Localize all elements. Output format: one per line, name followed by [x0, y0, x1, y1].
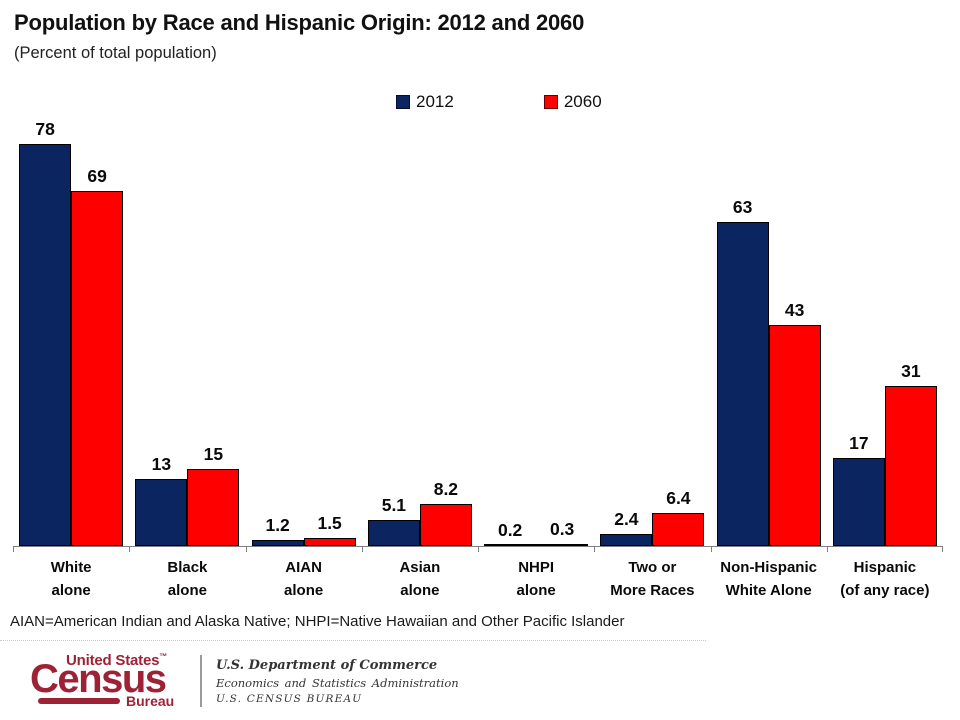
footer-text: U.S. Department of Commerce Economics an… [216, 658, 459, 705]
footer-separator [200, 655, 202, 707]
legend-item-2060: 2060 [543, 92, 602, 112]
category-label-hispanic-of-any-race-: Hispanic (of any race) [840, 559, 930, 599]
category-label-non-hispanic-white-alone: Non-Hispanic White Alone [720, 559, 817, 599]
bar-2012-nhpi-alone [484, 544, 537, 546]
footer-divider [0, 640, 706, 641]
axis-tick [478, 547, 479, 552]
axis-tick [245, 547, 247, 552]
bar-value-label-2012-0: 78 [35, 119, 55, 140]
bar-2060-hispanic-of-any-race- [884, 386, 937, 546]
category-label-aian-alone: AIAN alone [284, 559, 324, 599]
census-bureau-logo: United States™ Census Bureau [30, 652, 190, 710]
category-labels: White alone Black alone AIAN alone Asian alone N… [13, 557, 943, 602]
logo-underline-bar [38, 698, 120, 704]
bar-2012-black-alone [135, 479, 188, 546]
bar-2060-black-alone [187, 468, 240, 546]
footnote: AIAN=American Indian and Alaska Native; … [10, 613, 625, 630]
legend-label-2060: 2060 [563, 92, 602, 111]
logo-bureau: Bureau [126, 693, 175, 709]
bar-2012-aian-alone [251, 539, 304, 546]
bar-2012-non-hispanic-white-alone [716, 221, 769, 546]
page-subtitle: (Percent of total population) [14, 44, 217, 62]
bar-2012-hispanic-of-any-race- [832, 458, 885, 546]
bar-value-label-2060-6: 43 [784, 299, 805, 320]
bar-2060-asian-alone [419, 503, 472, 546]
axis-tick [13, 547, 14, 552]
bar-value-label-2060-1: 15 [203, 443, 224, 464]
logo-census: Census [30, 657, 167, 701]
bar-value-label-2060-3: 8.2 [433, 478, 459, 499]
axis-tick [710, 547, 712, 552]
bar-2060-two-or-more-races [652, 513, 705, 546]
page-title: Population by Race and Hispanic Origin: … [14, 10, 585, 35]
legend-item-2012: 2012 [396, 92, 454, 112]
bar-value-label-2060-5: 6.4 [666, 488, 691, 509]
bar-2012-asian-alone [367, 519, 420, 546]
legend-swatch-2012 [396, 95, 410, 109]
bar-value-label-2060-0: 69 [87, 165, 107, 186]
category-label-white-alone: White alone [50, 559, 92, 599]
bar-value-label-2012-4: 0.2 [497, 519, 523, 540]
bar-value-label-2012-1: 13 [151, 454, 172, 475]
axis-tick [942, 547, 943, 552]
x-axis-ticks [13, 547, 943, 553]
chart-legend: 2012 2060 [396, 92, 602, 112]
bar-2012-two-or-more-races [600, 533, 653, 546]
bar-value-label-2060-4: 0.3 [549, 519, 575, 540]
legend-label-2012: 2012 [416, 92, 454, 111]
bar-value-label-2012-5: 2.4 [614, 508, 639, 529]
bar-value-label-2012-2: 1.2 [265, 514, 290, 535]
bar-2060-non-hispanic-white-alone [768, 324, 821, 546]
category-label-black-alone: Black alone [167, 559, 208, 599]
bar-value-label-2012-3: 5.1 [381, 494, 407, 515]
plot-area: 78 69 13 15 1.2 1.5 5.1 8.2 0.2 0.3 2.4 6.4 63 43 17 31 [13, 119, 943, 547]
bar-value-label-2060-2: 1.5 [317, 513, 342, 534]
bar-value-label-2012-6: 63 [732, 196, 753, 217]
axis-tick [826, 547, 828, 552]
bar-2012-white-alone [19, 144, 72, 546]
category-label-asian-alone: Asian alone [399, 559, 441, 599]
axis-tick [594, 547, 596, 552]
footer: United States™ Census Bureau U.S. Depart… [30, 652, 459, 710]
category-label-nhpi-alone: NHPI alone [516, 559, 556, 599]
legend-swatch-2060 [543, 95, 558, 109]
bar-2060-white-alone [71, 190, 124, 546]
trademark-symbol: ™ [159, 652, 168, 661]
footer-line-commerce: U.S. Department of Commerce [216, 657, 438, 673]
logo-united-states: United States™ [66, 652, 168, 669]
footer-line-esa: Economics and Statistics Administration [216, 675, 459, 690]
axis-tick [129, 547, 131, 552]
axis-tick [361, 547, 363, 552]
bar-value-label-2060-7: 31 [901, 361, 921, 382]
footer-line-census-bureau: U.S. CENSUS BUREAU [216, 692, 363, 705]
bar-2060-aian-alone [303, 538, 356, 546]
category-label-two-or-more-races: Two or More Races [610, 559, 695, 599]
bar-2060-nhpi-alone [536, 544, 589, 546]
bar-value-label-2012-7: 17 [849, 433, 869, 454]
